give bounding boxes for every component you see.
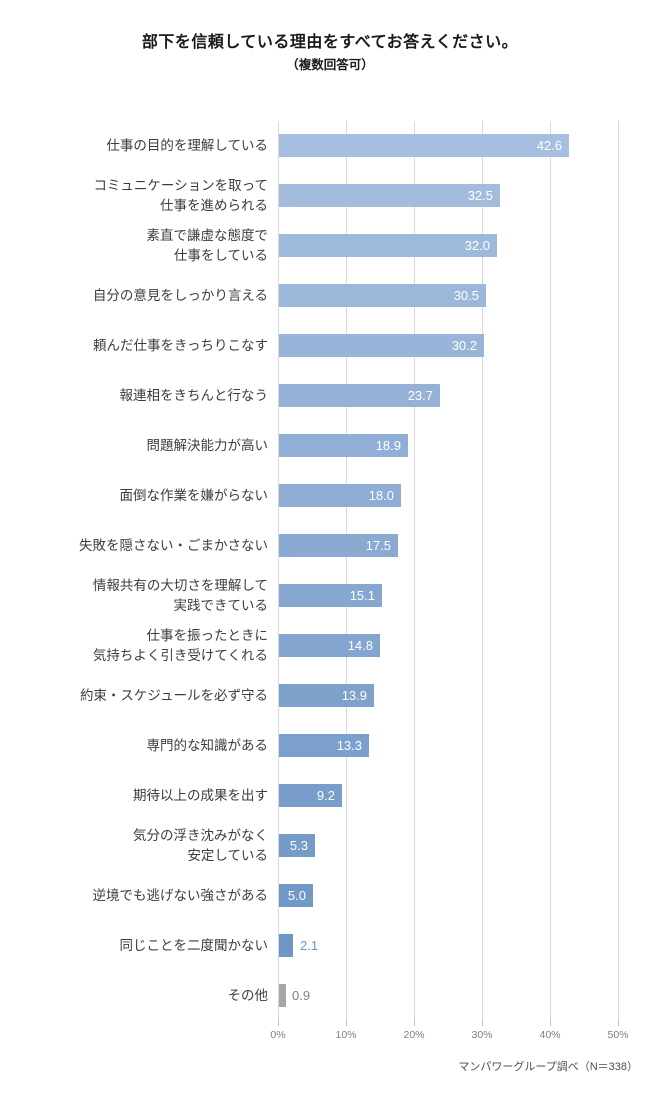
x-gridline	[278, 121, 279, 1020]
x-axis-tick-label: 40%	[539, 1029, 561, 1041]
x-gridline	[346, 121, 347, 1020]
x-axis-tick	[482, 1020, 483, 1026]
category-label: 報連相をきちんと行なう	[119, 388, 269, 403]
category-label: 問題解決能力が高い	[146, 438, 269, 453]
category-label: コミュニケーションを取って 仕事を進められる	[93, 178, 268, 213]
chart-title: 部下を信頼している理由をすべてお答えください。	[141, 34, 519, 51]
value-label: 13.3	[336, 738, 362, 753]
category-label: 仕事の目的を理解している	[106, 138, 268, 153]
value-label: 42.6	[536, 138, 562, 153]
value-label: 14.8	[347, 638, 373, 653]
x-gridline	[414, 121, 415, 1020]
value-label: 23.7	[407, 388, 433, 403]
chart-subtitle: （複数回答可）	[286, 58, 374, 72]
x-gridline	[618, 121, 619, 1020]
bar: 32.0	[279, 234, 497, 257]
value-label: 5.3	[289, 838, 308, 853]
category-label: 情報共有の大切さを理解して 実践できている	[92, 578, 268, 613]
x-axis-tick	[550, 1020, 551, 1026]
value-label: 32.5	[467, 188, 493, 203]
value-label: 15.1	[349, 588, 375, 603]
x-axis-tick	[618, 1020, 619, 1026]
category-label: 失敗を隠さない・ごまかさない	[79, 538, 268, 553]
category-label: 同じことを二度聞かない	[119, 938, 269, 953]
bar: 14.8	[279, 634, 380, 657]
value-label: 18.0	[368, 488, 394, 503]
bar: 42.6	[279, 134, 569, 157]
x-axis-tick-label: 20%	[403, 1029, 425, 1041]
value-label: 30.2	[451, 338, 477, 353]
value-label: 9.2	[316, 788, 335, 803]
x-gridline	[550, 121, 551, 1020]
bar: 30.5	[279, 284, 486, 307]
bar	[279, 934, 293, 957]
bar: 30.2	[279, 334, 484, 357]
x-axis-tick	[346, 1020, 347, 1026]
bar: 18.0	[279, 484, 401, 507]
value-label: 32.0	[464, 238, 490, 253]
bar: 5.0	[279, 884, 313, 907]
x-axis-tick-label: 0%	[270, 1029, 286, 1041]
category-label: 約束・スケジュールを必ず守る	[79, 688, 268, 703]
category-label: 仕事を振ったときに 気持ちよく引き受けてくれる	[92, 628, 268, 663]
category-label: 専門的な知識がある	[146, 738, 269, 753]
category-label: 面倒な作業を嫌がらない	[119, 488, 269, 503]
category-label: 逆境でも逃げない強さがある	[92, 888, 269, 903]
value-label: 2.1	[300, 938, 319, 953]
x-axis-tick	[414, 1020, 415, 1026]
category-label: 期待以上の成果を出す	[133, 788, 268, 803]
bar: 18.9	[279, 434, 408, 457]
category-label: 頼んだ仕事をきっちりこなす	[93, 338, 268, 353]
bar: 32.5	[279, 184, 500, 207]
value-label: 13.9	[341, 688, 367, 703]
x-gridline	[482, 121, 483, 1020]
x-axis-tick-label: 10%	[335, 1029, 357, 1041]
value-label: 5.0	[287, 888, 306, 903]
bar: 23.7	[279, 384, 440, 407]
x-axis-tick-label: 30%	[471, 1029, 493, 1041]
x-axis-tick	[278, 1020, 279, 1026]
value-label: 18.9	[375, 438, 401, 453]
source-note: マンパワーグループ調べ（N＝338）	[458, 1061, 638, 1073]
bar: 17.5	[279, 534, 398, 557]
bar: 9.2	[279, 784, 342, 807]
value-label: 30.5	[453, 288, 479, 303]
value-label: 0.9	[292, 988, 311, 1003]
category-label: 自分の意見をしっかり言える	[92, 288, 268, 303]
bar: 13.3	[279, 734, 369, 757]
bar: 5.3	[279, 834, 315, 857]
category-label: 素直で謙虚な態度で 仕事をしている	[146, 228, 269, 263]
bar: 15.1	[279, 584, 382, 607]
category-label: 気分の浮き沈みがなく 安定している	[133, 828, 268, 863]
bar	[279, 984, 286, 1007]
bar: 13.9	[279, 684, 374, 707]
category-label: その他	[227, 988, 269, 1003]
x-axis-tick-label: 50%	[607, 1029, 629, 1041]
value-label: 17.5	[365, 538, 391, 553]
